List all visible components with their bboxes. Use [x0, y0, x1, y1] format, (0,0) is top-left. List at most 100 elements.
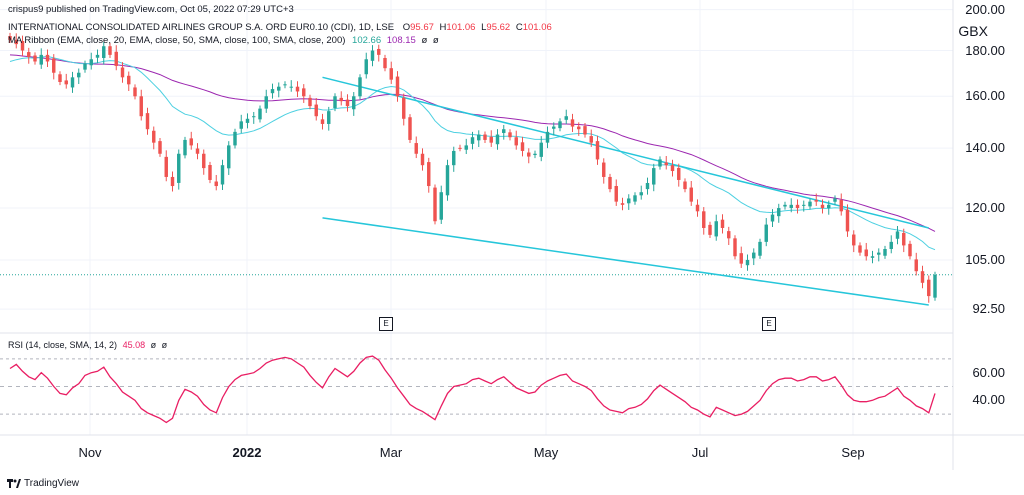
candle-body — [708, 224, 712, 235]
symbol-name[interactable]: INTERNATIONAL CONSOLIDATED AIRLINES GROU… — [8, 22, 395, 33]
candle-body — [133, 87, 137, 97]
ohlc-l-label: L — [481, 22, 487, 33]
tradingview-logo[interactable]: TradingView — [7, 478, 79, 489]
candle-body — [883, 248, 887, 256]
candle-body — [745, 259, 750, 266]
ma-ribbon-layer — [9, 54, 936, 251]
candle-body — [695, 204, 700, 212]
ohlc-h-value: 101.06 — [446, 22, 476, 33]
candle-body — [45, 54, 50, 62]
candle-body — [33, 55, 37, 62]
candle-body — [752, 252, 756, 259]
candle-body — [333, 96, 337, 109]
price-tick-label: 105.00 — [965, 251, 1005, 267]
candle-body — [508, 132, 512, 138]
rsi-line — [9, 355, 936, 424]
candle-body — [727, 231, 731, 239]
rsi-value: 45.08 — [122, 340, 146, 350]
candle-body — [439, 192, 443, 220]
candle-body — [902, 232, 906, 246]
candle-body — [589, 136, 593, 143]
candle-body — [20, 41, 25, 51]
candle-body — [533, 153, 537, 156]
candle-body — [364, 59, 368, 75]
candle-body — [495, 134, 500, 145]
ma-ribbon-label: MA Ribbon (EMA, close, 20, EMA, close, 5… — [8, 35, 346, 46]
candle-body — [564, 116, 568, 120]
candle-body — [464, 145, 468, 150]
candle-body — [570, 119, 575, 127]
time-tick-label: Mar — [379, 445, 403, 460]
price-tick-label: 92.50 — [972, 301, 1005, 317]
candle-body — [733, 238, 737, 257]
candle-body — [620, 203, 625, 205]
candle-body — [808, 201, 812, 207]
ema20-line — [9, 55, 936, 251]
rsi-tick-label: 60.00 — [972, 364, 1005, 380]
candle-body — [389, 68, 393, 80]
earnings-marker-1[interactable]: E — [379, 317, 393, 331]
candle-body — [295, 86, 300, 92]
candle-body — [470, 137, 475, 144]
ma-ribbon-legend[interactable]: MA Ribbon (EMA, close, 20, EMA, close, 5… — [8, 35, 439, 46]
time-tick-label: Sep — [841, 445, 865, 460]
candle-body — [802, 204, 806, 206]
rsi-extra-2: ø — [161, 340, 168, 350]
ohlc-c-value: 101.06 — [522, 22, 552, 33]
price-channel-layer — [322, 76, 929, 306]
ohlc-o-value: 95.67 — [410, 22, 434, 33]
candle-body — [120, 67, 125, 78]
rsi-extra-1: ø — [150, 340, 157, 350]
candle-layer — [8, 32, 937, 303]
candle-body — [520, 142, 525, 151]
candle-body — [189, 138, 193, 146]
candle-body — [558, 121, 562, 129]
candle-body — [152, 130, 156, 143]
published-by-text: crispus9 published on TradingView.com, O… — [8, 4, 294, 15]
currency-label: GBX — [958, 23, 988, 39]
candle-body — [158, 141, 162, 154]
candle-body — [858, 245, 862, 253]
candle-body — [52, 58, 56, 73]
candle-body — [895, 231, 900, 239]
candle-body — [414, 143, 418, 154]
candle-body — [258, 108, 262, 120]
time-tick-label: Jul — [691, 445, 709, 460]
candle-body — [658, 159, 662, 167]
candle-body — [139, 96, 143, 117]
candle-body — [277, 86, 281, 91]
candle-body — [114, 51, 118, 66]
candle-body — [170, 176, 175, 187]
candle-body — [427, 162, 431, 187]
earnings-marker-2[interactable]: E — [762, 317, 776, 331]
candle-body — [352, 96, 356, 110]
candle-body — [889, 241, 893, 249]
candle-body — [445, 165, 450, 196]
price-tick-label: 180.00 — [965, 42, 1005, 58]
candle-body — [864, 249, 868, 257]
candle-body — [527, 152, 531, 157]
candle-body — [64, 80, 68, 85]
grid-layer — [0, 0, 953, 435]
candle-body — [227, 145, 231, 169]
candle-body — [395, 76, 400, 97]
candle-body — [914, 259, 918, 272]
ohlc-c-label: C — [515, 22, 523, 33]
candle-body — [583, 126, 587, 135]
rsi-legend[interactable]: RSI (14, close, SMA, 14, 2) 45.08 ø ø — [8, 340, 167, 350]
candle-body — [327, 111, 331, 124]
candle-body — [402, 97, 406, 119]
candle-body — [345, 99, 350, 107]
candle-body — [27, 52, 31, 58]
candle-body — [458, 147, 462, 149]
ma-ribbon-value-4: ø — [432, 35, 439, 46]
candle-body — [183, 139, 187, 156]
candle-body — [652, 168, 656, 185]
candle-body — [289, 86, 293, 88]
candle-body — [839, 200, 843, 212]
candle-body — [320, 119, 325, 124]
candle-body — [820, 204, 825, 209]
candle-body — [164, 156, 168, 177]
candle-body — [770, 214, 775, 222]
candle-body — [814, 200, 818, 202]
